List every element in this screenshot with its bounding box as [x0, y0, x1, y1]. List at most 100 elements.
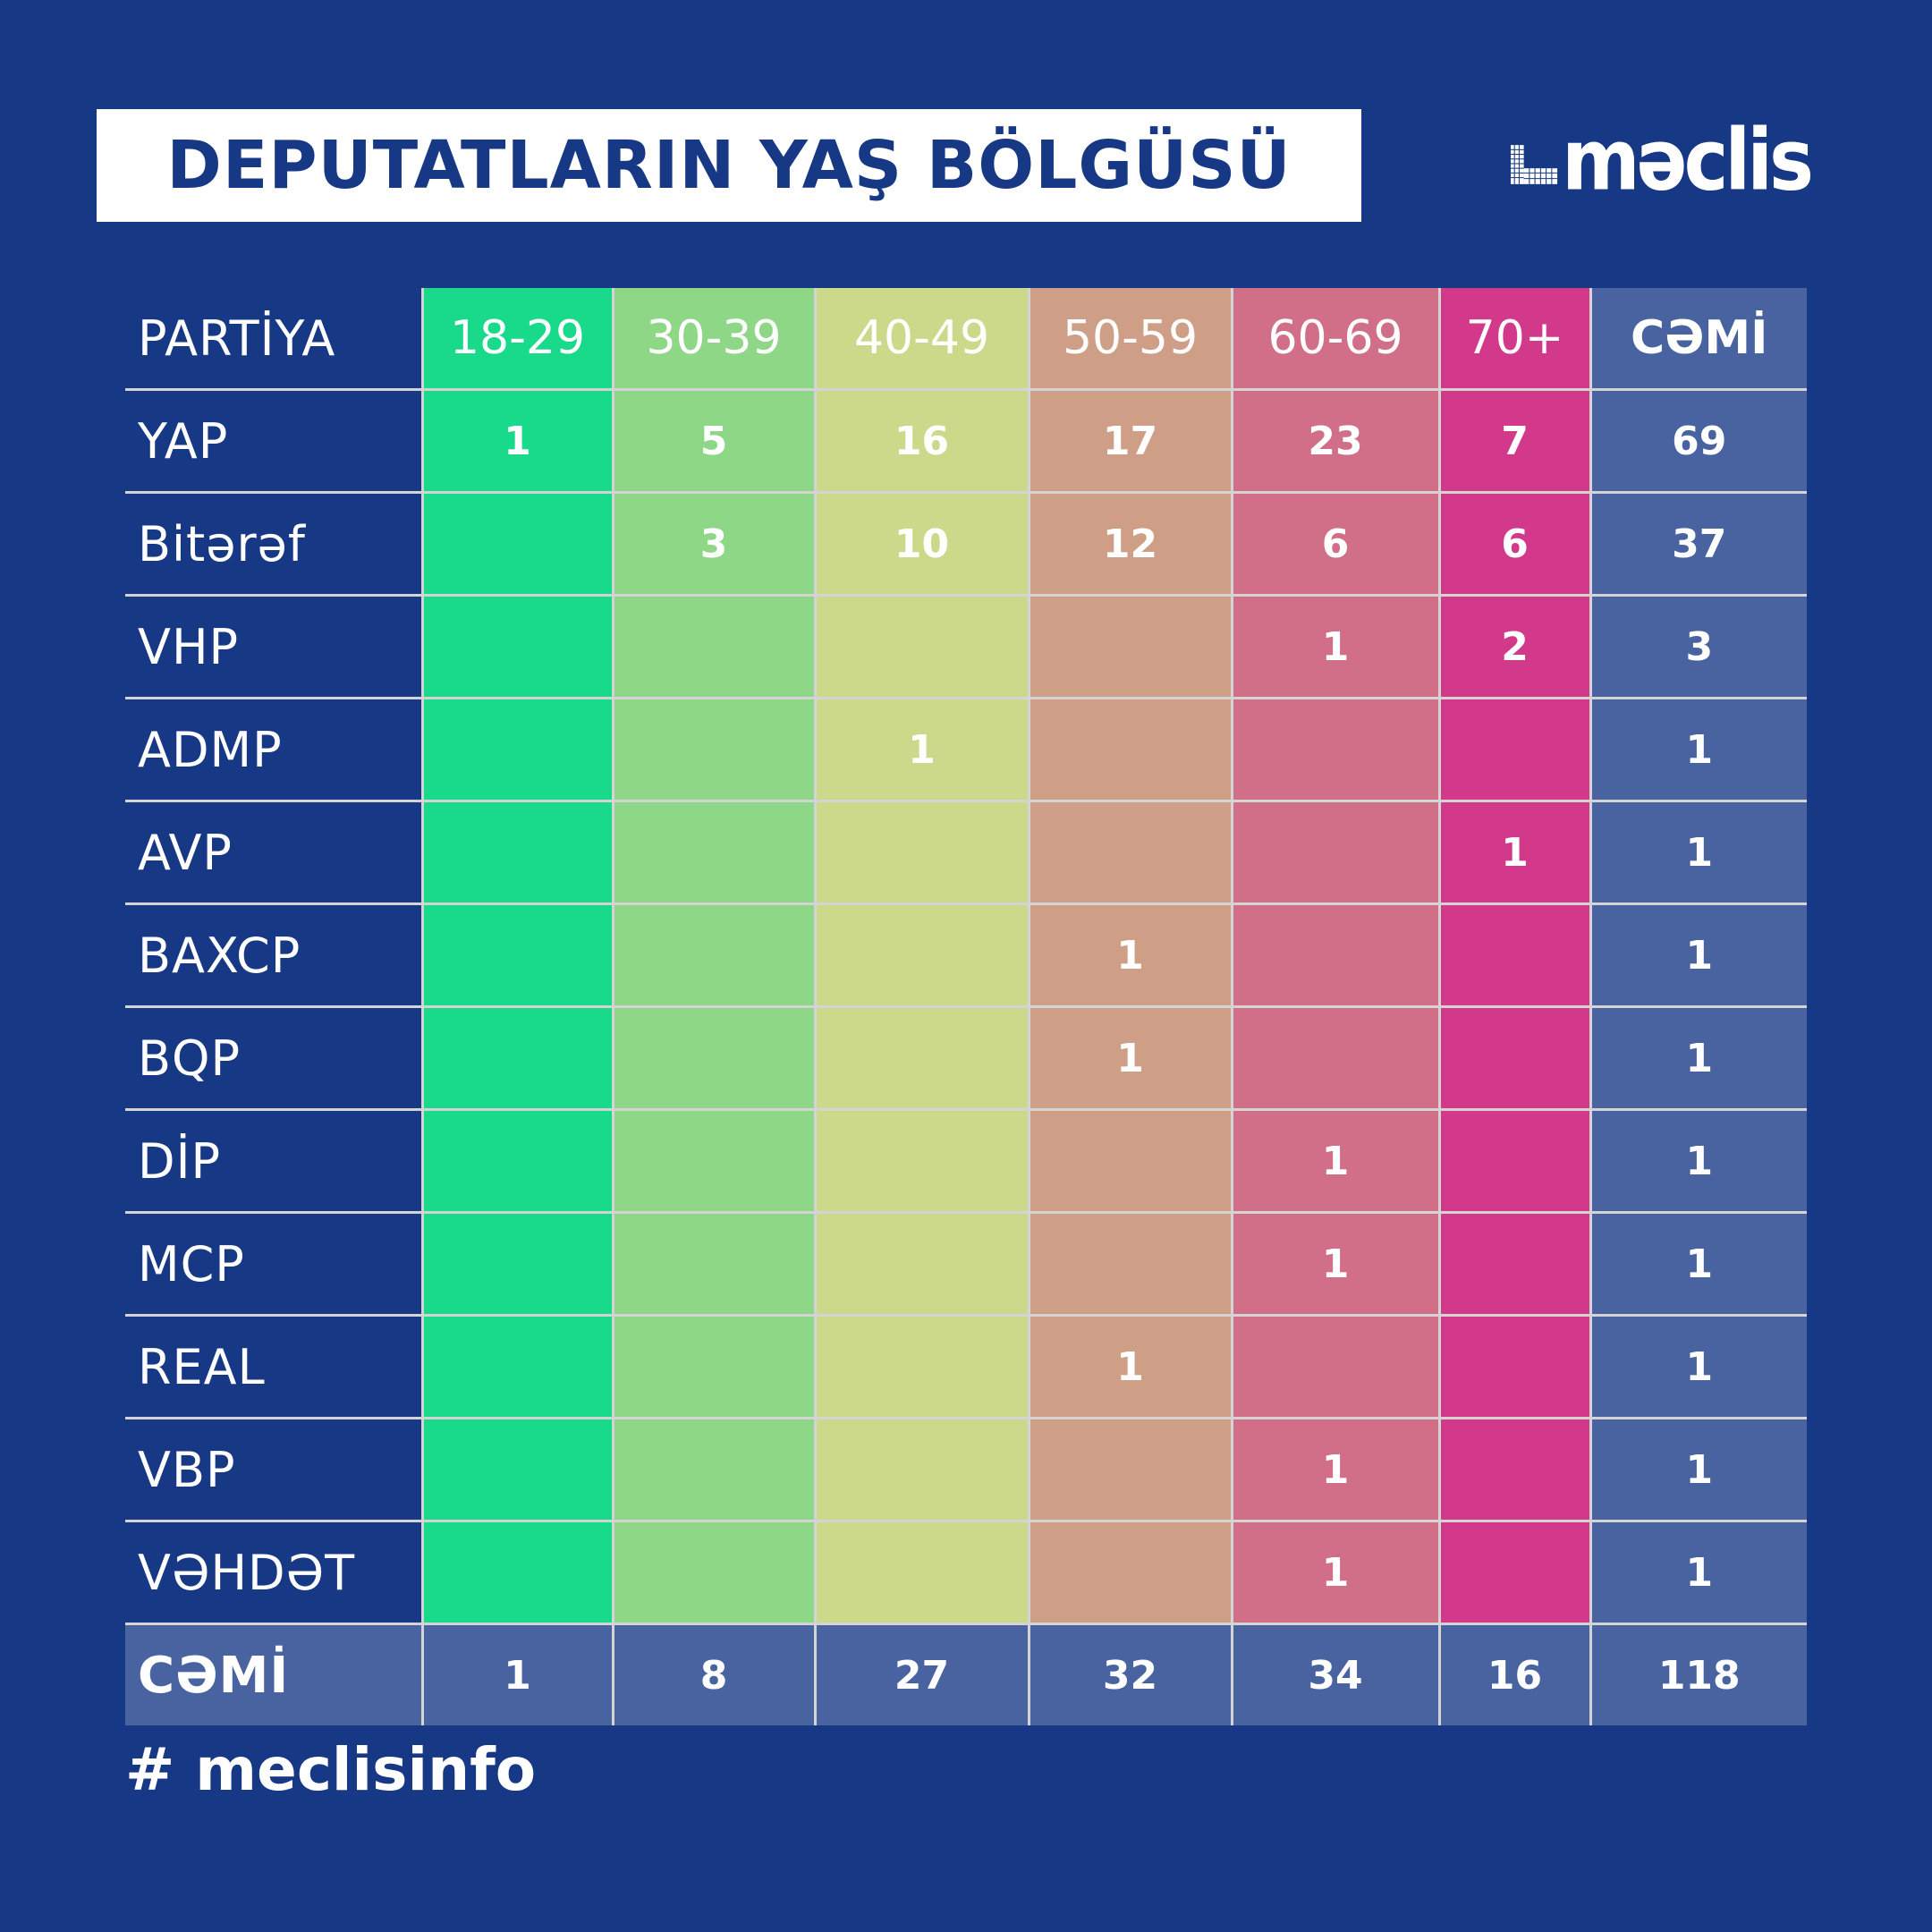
column-total-cell: 1: [420, 1623, 614, 1725]
totals-label: CƏMİ: [125, 1623, 424, 1725]
data-cell: 1: [1230, 1211, 1441, 1317]
data-cell: [420, 1417, 614, 1522]
data-cell: [1027, 1520, 1233, 1625]
data-cell: [1027, 594, 1233, 699]
data-cell: [1027, 1417, 1233, 1522]
party-name: VHP: [125, 594, 424, 699]
column-header-party: PARTİYA: [125, 288, 424, 391]
column-header-age: 18-29: [420, 288, 614, 391]
table-row: MCP 1 1: [125, 1211, 1807, 1317]
row-total-cell: 1: [1589, 1005, 1807, 1111]
data-cell: [611, 1314, 817, 1419]
data-cell: 1: [1437, 800, 1592, 905]
data-cell: [1437, 1211, 1592, 1317]
data-cell: [813, 902, 1030, 1008]
data-cell: [1230, 800, 1441, 905]
data-cell: [420, 1005, 614, 1111]
data-cell: 2: [1437, 594, 1592, 699]
grand-total-cell: 118: [1589, 1623, 1807, 1725]
data-cell: 6: [1437, 491, 1592, 597]
column-header-age: 60-69: [1230, 288, 1441, 391]
data-cell: [420, 1211, 614, 1317]
row-total-cell: 1: [1589, 1314, 1807, 1419]
header-row: PARTİYA 18-29 30-39 40-49 50-59 60-69 70…: [125, 288, 1807, 391]
data-cell: 7: [1437, 389, 1592, 494]
data-cell: [420, 800, 614, 905]
party-name: BAXCP: [125, 902, 424, 1008]
party-name: VƏHDƏT: [125, 1520, 424, 1625]
data-cell: [813, 1108, 1030, 1214]
table-row: Bitərəf 3 10 12 6 6 37: [125, 491, 1807, 597]
data-cell: [813, 800, 1030, 905]
table-row: AVP 1 1: [125, 800, 1807, 905]
party-name: Bitərəf: [125, 491, 424, 597]
column-total-cell: 8: [611, 1623, 817, 1725]
party-name: ADMP: [125, 697, 424, 802]
data-cell: 3: [611, 491, 817, 597]
logo-text: məclis: [1562, 111, 1814, 209]
data-cell: [611, 1520, 817, 1625]
data-cell: 1: [1027, 902, 1233, 1008]
data-cell: [611, 902, 817, 1008]
party-name: BQP: [125, 1005, 424, 1111]
table-body: YAP 1 5 16 17 23 7 69 Bitərəf 3 10 12 6 6 37 VHP 1 2 3 ADMP…: [125, 389, 1807, 1725]
column-total-cell: 16: [1437, 1623, 1592, 1725]
party-name: YAP: [125, 389, 424, 494]
data-cell: 10: [813, 491, 1030, 597]
data-cell: [1027, 697, 1233, 802]
data-cell: [611, 594, 817, 699]
data-cell: [1027, 1108, 1233, 1214]
data-cell: 5: [611, 389, 817, 494]
table-row: YAP 1 5 16 17 23 7 69: [125, 389, 1807, 494]
data-cell: [420, 491, 614, 597]
row-total-cell: 1: [1589, 697, 1807, 802]
row-total-cell: 1: [1589, 1108, 1807, 1214]
data-cell: [611, 1211, 817, 1317]
data-cell: [420, 1108, 614, 1214]
data-cell: [1437, 1520, 1592, 1625]
data-cell: 17: [1027, 389, 1233, 494]
data-cell: 12: [1027, 491, 1233, 597]
row-total-cell: 1: [1589, 1417, 1807, 1522]
data-cell: [420, 902, 614, 1008]
data-cell: [813, 1005, 1030, 1111]
building-icon: [1511, 145, 1558, 184]
column-header-age: 50-59: [1027, 288, 1233, 391]
column-header-total: CƏMİ: [1589, 288, 1807, 391]
table-row: VƏHDƏT 1 1: [125, 1520, 1807, 1625]
table-row: VHP 1 2 3: [125, 594, 1807, 699]
data-cell: [420, 697, 614, 802]
table-row: VBP 1 1: [125, 1417, 1807, 1522]
table-row: REAL 1 1: [125, 1314, 1807, 1419]
data-cell: [1230, 902, 1441, 1008]
party-name: AVP: [125, 800, 424, 905]
data-cell: 1: [1230, 1520, 1441, 1625]
data-cell: [1437, 902, 1592, 1008]
data-cell: 1: [1230, 594, 1441, 699]
data-cell: [420, 594, 614, 699]
row-total-cell: 1: [1589, 800, 1807, 905]
row-total-cell: 37: [1589, 491, 1807, 597]
data-cell: [813, 1520, 1030, 1625]
data-cell: 1: [813, 697, 1030, 802]
party-name: VBP: [125, 1417, 424, 1522]
column-total-cell: 34: [1230, 1623, 1441, 1725]
totals-row: CƏMİ 1 8 27 32 34 16 118: [125, 1623, 1807, 1725]
data-cell: [1230, 1314, 1441, 1419]
column-header-age: 30-39: [611, 288, 817, 391]
hashtag-meclisinfo: # meclisinfo: [125, 1735, 537, 1804]
party-name: REAL: [125, 1314, 424, 1419]
row-total-cell: 3: [1589, 594, 1807, 699]
table-row: ADMP 1 1: [125, 697, 1807, 802]
row-total-cell: 69: [1589, 389, 1807, 494]
data-cell: [1027, 800, 1233, 905]
data-cell: [1437, 1314, 1592, 1419]
table-row: BQP 1 1: [125, 1005, 1807, 1111]
data-cell: 16: [813, 389, 1030, 494]
data-cell: [420, 1314, 614, 1419]
party-name: DİP: [125, 1108, 424, 1214]
column-header-age: 40-49: [813, 288, 1030, 391]
data-cell: [611, 1417, 817, 1522]
data-cell: [813, 594, 1030, 699]
page-title: DEPUTATLARIN YAŞ BÖLGÜSÜ: [166, 127, 1292, 204]
